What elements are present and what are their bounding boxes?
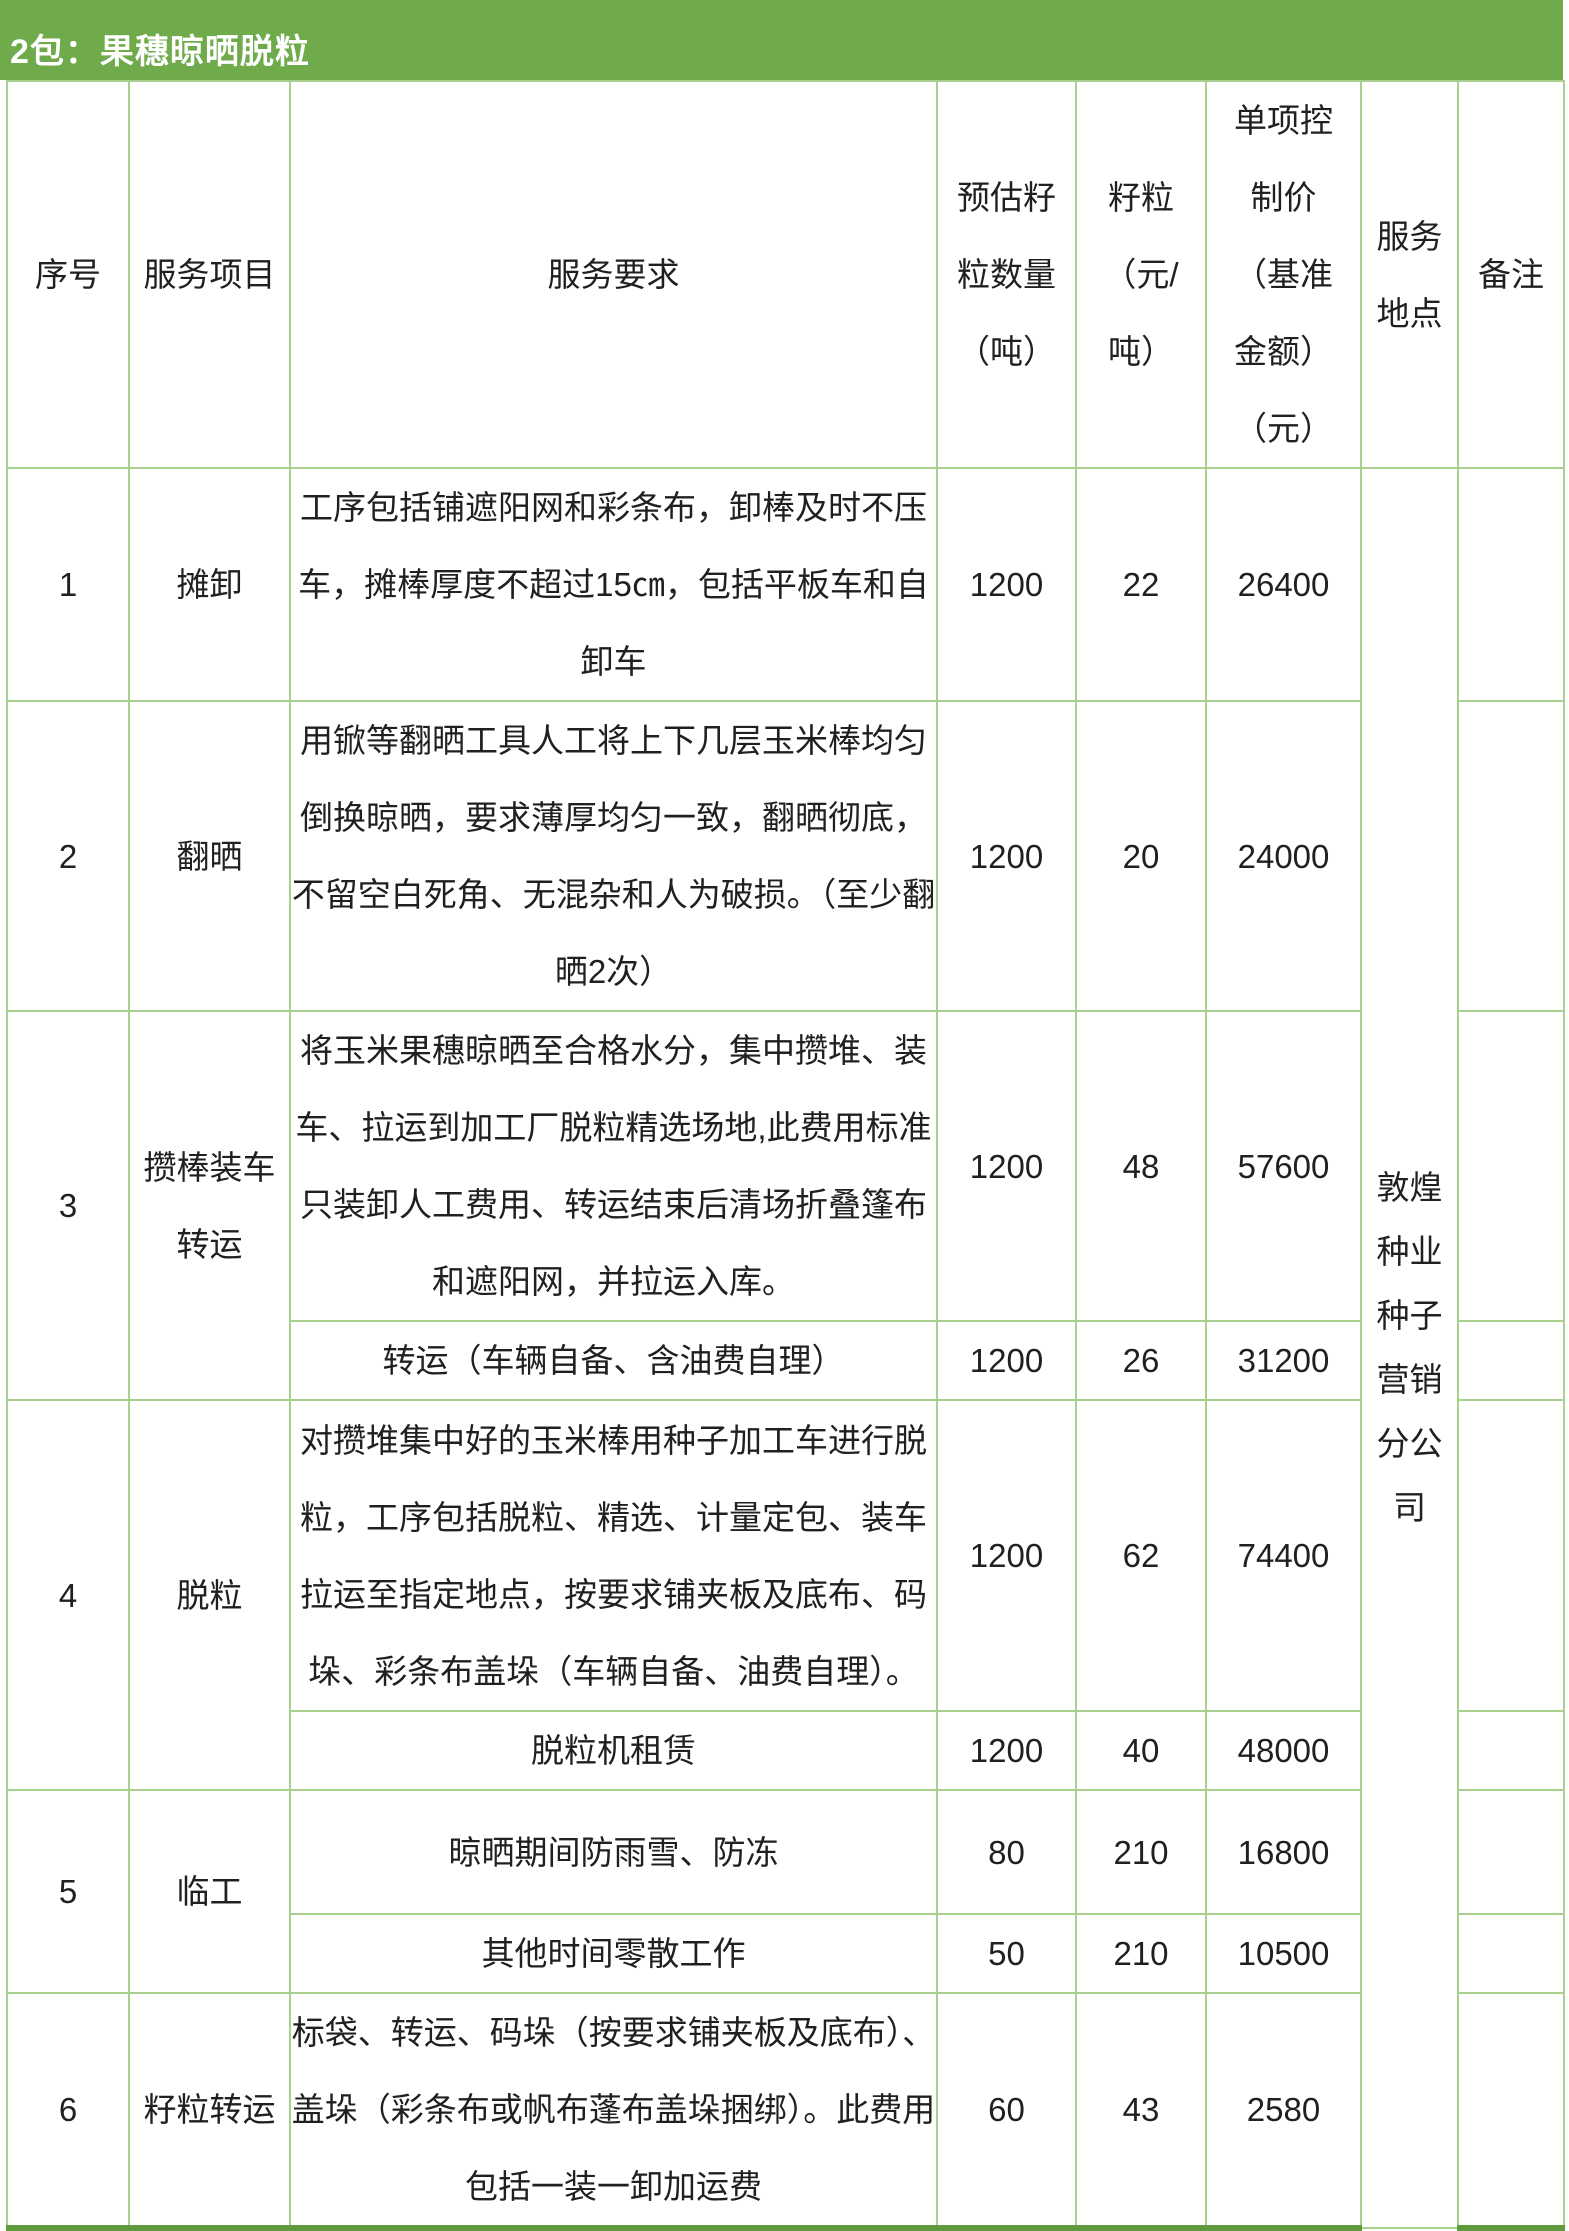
column-header-control-price: 单项控制价（基准金额）（元） (1205, 80, 1362, 469)
seq-cell: 1 (6, 467, 130, 702)
unit-price-cell: 43 (1075, 1992, 1207, 2231)
control-price-cell: 24000 (1205, 700, 1362, 1012)
control-price-cell: 74400 (1205, 1399, 1362, 1712)
table-subrow: 转运（车辆自备、含油费自理） 1200 26 31200 (7, 1320, 1565, 1401)
remark-cell (1457, 700, 1565, 1012)
unit-price-cell: 40 (1075, 1710, 1207, 1791)
requirement-cell: 对攒堆集中好的玉米棒用种子加工车进行脱粒，工序包括脱粒、精选、计量定包、装车拉运… (289, 1399, 938, 1712)
quantity-cell: 1200 (936, 1320, 1077, 1401)
quantity-cell: 50 (936, 1913, 1077, 1994)
quantity-cell: 80 (936, 1789, 1077, 1915)
seq-cell: 5 (6, 1789, 130, 1994)
table-subrow: 其他时间零散工作 50 210 10500 (7, 1913, 1565, 1994)
service-price-table: 序号 服务项目 服务要求 预估籽粒数量（吨） 籽粒（元/吨） 单项控制价（基准金… (6, 80, 1565, 2231)
remark-cell (1457, 1399, 1565, 1712)
quantity-cell: 1200 (936, 1010, 1077, 1322)
table-row: 5 临工 晾晒期间防雨雪、防冻 80 210 16800 (6, 1789, 1565, 1994)
unit-price-cell: 210 (1075, 1789, 1207, 1915)
seq-cell: 6 (6, 1992, 130, 2231)
column-header-location: 服务地点 (1360, 80, 1459, 469)
unit-price-cell: 20 (1075, 700, 1207, 1012)
table-row: 4 脱粒 对攒堆集中好的玉米棒用种子加工车进行脱粒，工序包括脱粒、精选、计量定包… (6, 1399, 1565, 1791)
quantity-cell: 1200 (936, 467, 1077, 702)
requirement-cell: 其他时间零散工作 (289, 1913, 938, 1994)
remark-cell (1457, 1789, 1565, 1915)
service-item-cell: 临工 (128, 1789, 291, 1994)
remark-cell (1457, 1010, 1565, 1322)
unit-price-cell: 48 (1075, 1010, 1207, 1322)
unit-price-cell: 62 (1075, 1399, 1207, 1712)
table-subrow: 脱粒机租赁 1200 40 48000 (7, 1710, 1565, 1791)
remark-cell (1457, 1710, 1565, 1791)
remark-cell (1457, 1320, 1565, 1401)
column-header-requirement: 服务要求 (289, 80, 938, 469)
quantity-cell: 1200 (936, 1710, 1077, 1791)
control-price-cell: 2580 (1205, 1992, 1362, 2231)
quantity-cell: 1200 (936, 700, 1077, 1012)
remark-cell (1457, 467, 1565, 702)
column-header-quantity: 预估籽粒数量（吨） (936, 80, 1077, 469)
package-title-bar: 2包：果穗晾晒脱粒 (0, 0, 1563, 80)
column-header-service-item: 服务项目 (128, 80, 291, 469)
service-location-text: 敦煌种业种子营销分公司 (1376, 1169, 1443, 1526)
control-price-cell: 26400 (1205, 467, 1362, 702)
requirement-cell: 将玉米果穗晾晒至合格水分，集中攒堆、装车、拉运到加工厂脱粒精选场地,此费用标准只… (289, 1010, 938, 1322)
unit-price-cell: 26 (1075, 1320, 1207, 1401)
service-item-cell: 攒棒装车转运 (128, 1010, 291, 1401)
table-row: 1 摊卸 工序包括铺遮阳网和彩条布，卸棒及时不压车，摊棒厚度不超过15㎝，包括平… (6, 467, 1565, 2229)
control-price-cell: 16800 (1205, 1789, 1362, 1915)
service-item-cell: 籽粒转运 (128, 1992, 291, 2231)
control-price-cell: 57600 (1205, 1010, 1362, 1322)
package-title: 2包：果穗晾晒脱粒 (10, 32, 310, 71)
seq-cell: 2 (6, 700, 130, 1012)
quantity-cell: 1200 (936, 1399, 1077, 1712)
remark-cell (1457, 1992, 1565, 2231)
column-header-seq: 序号 (6, 80, 130, 469)
column-header-unit-price: 籽粒（元/吨） (1075, 80, 1207, 469)
column-header-remark: 备注 (1457, 80, 1565, 469)
unit-price-cell: 210 (1075, 1913, 1207, 1994)
requirement-cell: 用锨等翻晒工具人工将上下几层玉米棒均匀倒换晾晒，要求薄厚均匀一致，翻晒彻底，不留… (289, 700, 938, 1012)
seq-cell: 4 (6, 1399, 130, 1791)
service-item-cell: 翻晒 (128, 700, 291, 1012)
service-item-cell: 脱粒 (128, 1399, 291, 1791)
table-row: 6 籽粒转运 标袋、转运、码垛（按要求铺夹板及底布）、盖垛（彩条布或帆布蓬布盖垛… (6, 1992, 1565, 2231)
seq-cell: 3 (6, 1010, 130, 1401)
quantity-cell: 60 (936, 1992, 1077, 2231)
requirement-cell: 转运（车辆自备、含油费自理） (289, 1320, 938, 1401)
requirement-cell: 标袋、转运、码垛（按要求铺夹板及底布）、盖垛（彩条布或帆布蓬布盖垛捆绑）。此费用… (289, 1992, 938, 2231)
service-item-cell: 摊卸 (128, 467, 291, 702)
remark-cell (1457, 1913, 1565, 1994)
requirement-cell: 晾晒期间防雨雪、防冻 (289, 1789, 938, 1915)
control-price-cell: 10500 (1205, 1913, 1362, 1994)
control-price-cell: 48000 (1205, 1710, 1362, 1791)
table-row: 3 攒棒装车转运 将玉米果穗晾晒至合格水分，集中攒堆、装车、拉运到加工厂脱粒精选… (6, 1010, 1565, 1401)
requirement-cell: 工序包括铺遮阳网和彩条布，卸棒及时不压车，摊棒厚度不超过15㎝，包括平板车和自卸… (289, 467, 938, 702)
requirement-cell: 脱粒机租赁 (289, 1710, 938, 1791)
table-row: 2 翻晒 用锨等翻晒工具人工将上下几层玉米棒均匀倒换晾晒，要求薄厚均匀一致，翻晒… (6, 700, 1565, 1012)
header-row: 序号 服务项目 服务要求 预估籽粒数量（吨） 籽粒（元/吨） 单项控制价（基准金… (6, 80, 1565, 469)
service-location-cell: 敦煌种业种子营销分公司 (1360, 467, 1459, 2229)
control-price-cell: 31200 (1205, 1320, 1362, 1401)
unit-price-cell: 22 (1075, 467, 1207, 702)
